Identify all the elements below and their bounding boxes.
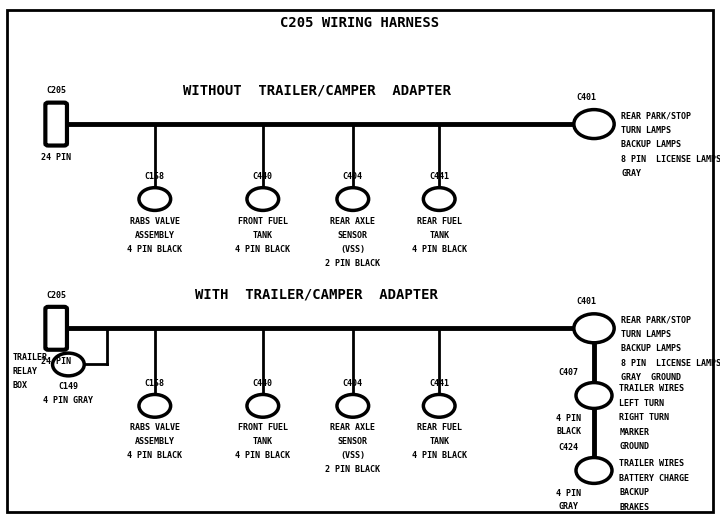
- Text: C205: C205: [46, 291, 66, 300]
- Text: C407: C407: [559, 369, 579, 377]
- FancyBboxPatch shape: [45, 102, 67, 146]
- Text: REAR PARK/STOP: REAR PARK/STOP: [621, 315, 691, 324]
- Text: (VSS): (VSS): [341, 451, 365, 460]
- Text: REAR FUEL: REAR FUEL: [417, 217, 462, 225]
- Text: FRONT FUEL: FRONT FUEL: [238, 217, 288, 225]
- Text: ASSEMBLY: ASSEMBLY: [135, 231, 175, 239]
- Text: GROUND: GROUND: [619, 442, 649, 451]
- Text: 24 PIN: 24 PIN: [41, 153, 71, 162]
- Text: RABS VALVE: RABS VALVE: [130, 423, 180, 432]
- Text: SENSOR: SENSOR: [338, 231, 368, 239]
- Text: WITH  TRAILER/CAMPER  ADAPTER: WITH TRAILER/CAMPER ADAPTER: [195, 287, 438, 302]
- Text: TANK: TANK: [429, 231, 449, 239]
- Circle shape: [247, 188, 279, 210]
- Text: MARKER: MARKER: [619, 428, 649, 436]
- Circle shape: [576, 458, 612, 483]
- Text: REAR AXLE: REAR AXLE: [330, 423, 375, 432]
- Text: C205: C205: [46, 86, 66, 95]
- Text: BACKUP: BACKUP: [619, 488, 649, 497]
- Text: TANK: TANK: [253, 437, 273, 446]
- FancyBboxPatch shape: [45, 307, 67, 349]
- Circle shape: [139, 188, 171, 210]
- Text: TRAILER WIRES: TRAILER WIRES: [619, 459, 684, 468]
- Text: FRONT FUEL: FRONT FUEL: [238, 423, 288, 432]
- Text: C424: C424: [559, 444, 579, 452]
- Circle shape: [337, 188, 369, 210]
- Text: BACKUP LAMPS: BACKUP LAMPS: [621, 344, 681, 353]
- Text: C440: C440: [253, 379, 273, 388]
- Circle shape: [574, 110, 614, 139]
- Text: 4 PIN GRAY: 4 PIN GRAY: [43, 396, 94, 404]
- Text: C441: C441: [429, 379, 449, 388]
- Circle shape: [53, 353, 84, 376]
- Text: 4 PIN BLACK: 4 PIN BLACK: [412, 245, 467, 253]
- Text: 2 PIN BLACK: 2 PIN BLACK: [325, 465, 380, 474]
- Text: REAR FUEL: REAR FUEL: [417, 423, 462, 432]
- Text: 4 PIN: 4 PIN: [557, 489, 581, 497]
- Circle shape: [574, 314, 614, 343]
- Text: 4 PIN BLACK: 4 PIN BLACK: [127, 245, 182, 253]
- Text: GRAY: GRAY: [559, 502, 579, 511]
- Text: C158: C158: [145, 173, 165, 181]
- Text: C158: C158: [145, 379, 165, 388]
- Circle shape: [423, 394, 455, 417]
- Text: TANK: TANK: [429, 437, 449, 446]
- Text: BACKUP LAMPS: BACKUP LAMPS: [621, 140, 681, 149]
- Text: C401: C401: [577, 297, 597, 306]
- Text: RIGHT TURN: RIGHT TURN: [619, 413, 669, 422]
- Text: 24 PIN: 24 PIN: [41, 357, 71, 366]
- Text: WITHOUT  TRAILER/CAMPER  ADAPTER: WITHOUT TRAILER/CAMPER ADAPTER: [183, 83, 451, 98]
- Text: TRAILER: TRAILER: [13, 353, 48, 362]
- Text: C149: C149: [58, 382, 78, 391]
- Text: 8 PIN  LICENSE LAMPS: 8 PIN LICENSE LAMPS: [621, 359, 720, 368]
- Text: C404: C404: [343, 173, 363, 181]
- Text: GRAY: GRAY: [621, 169, 642, 178]
- Text: C440: C440: [253, 173, 273, 181]
- Text: GRAY  GROUND: GRAY GROUND: [621, 373, 681, 382]
- Text: ASSEMBLY: ASSEMBLY: [135, 437, 175, 446]
- Text: C404: C404: [343, 379, 363, 388]
- Text: 4 PIN BLACK: 4 PIN BLACK: [412, 451, 467, 460]
- Text: BRAKES: BRAKES: [619, 503, 649, 511]
- Text: 8 PIN  LICENSE LAMPS: 8 PIN LICENSE LAMPS: [621, 155, 720, 163]
- Text: BATTERY CHARGE: BATTERY CHARGE: [619, 474, 689, 482]
- Text: REAR PARK/STOP: REAR PARK/STOP: [621, 111, 691, 120]
- Text: BLACK: BLACK: [557, 427, 581, 436]
- Circle shape: [576, 383, 612, 408]
- Text: 2 PIN BLACK: 2 PIN BLACK: [325, 258, 380, 267]
- Text: C401: C401: [577, 93, 597, 102]
- Text: TURN LAMPS: TURN LAMPS: [621, 330, 671, 339]
- Text: (VSS): (VSS): [341, 245, 365, 253]
- Text: TURN LAMPS: TURN LAMPS: [621, 126, 671, 134]
- Text: 4 PIN BLACK: 4 PIN BLACK: [235, 451, 290, 460]
- Text: 4 PIN: 4 PIN: [557, 414, 581, 422]
- Text: LEFT TURN: LEFT TURN: [619, 399, 665, 407]
- Text: RELAY: RELAY: [13, 367, 38, 376]
- Text: RABS VALVE: RABS VALVE: [130, 217, 180, 225]
- Text: TRAILER WIRES: TRAILER WIRES: [619, 384, 684, 393]
- Circle shape: [247, 394, 279, 417]
- Text: SENSOR: SENSOR: [338, 437, 368, 446]
- Text: REAR AXLE: REAR AXLE: [330, 217, 375, 225]
- Circle shape: [423, 188, 455, 210]
- Text: 4 PIN BLACK: 4 PIN BLACK: [235, 245, 290, 253]
- Circle shape: [337, 394, 369, 417]
- Circle shape: [139, 394, 171, 417]
- Text: TANK: TANK: [253, 231, 273, 239]
- Text: C205 WIRING HARNESS: C205 WIRING HARNESS: [280, 16, 440, 31]
- Text: BOX: BOX: [13, 381, 28, 390]
- Text: 4 PIN BLACK: 4 PIN BLACK: [127, 451, 182, 460]
- Text: C441: C441: [429, 173, 449, 181]
